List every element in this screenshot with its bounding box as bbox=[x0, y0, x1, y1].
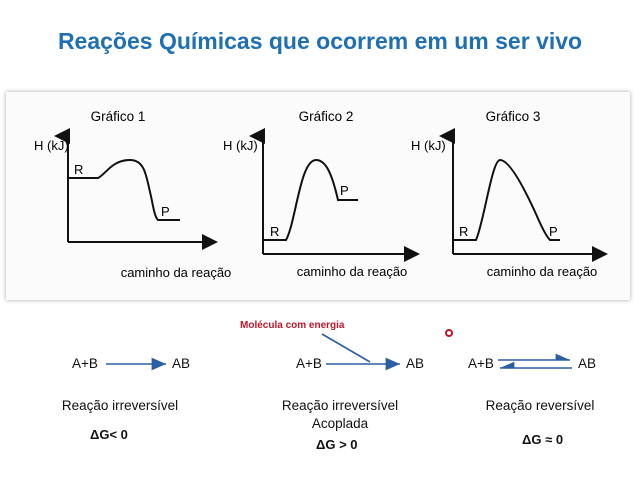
reaction-1-label: Reação irreversível bbox=[61, 398, 179, 413]
reaction-1-reactants: A+B bbox=[72, 356, 98, 371]
reaction-3-label: Reação reversível bbox=[485, 398, 595, 413]
reaction-1-delta-g: ΔG< 0 bbox=[90, 427, 128, 442]
reaction-2-label: Reação irreversível bbox=[281, 398, 399, 413]
graph-1-title: Gráfico 1 bbox=[91, 109, 146, 124]
graph-2-reactant: R bbox=[270, 224, 279, 239]
energy-input-arrow bbox=[321, 333, 371, 363]
graph-3-xlabel: caminho da reação bbox=[487, 264, 598, 279]
graph-1-reactant: R bbox=[74, 162, 83, 177]
reaction-2-sublabel: Acoplada bbox=[311, 416, 369, 431]
graph-1-product: P bbox=[161, 204, 170, 219]
graph-2-title: Gráfico 2 bbox=[299, 109, 354, 124]
energy-graphs-svg: Gráfico 1 H (kJ) R P caminho da reação G… bbox=[34, 109, 608, 280]
graph-3-title: Gráfico 3 bbox=[486, 109, 541, 124]
pointer-dot bbox=[445, 329, 453, 337]
energy-graphs-panel: Gráfico 1 H (kJ) R P caminho da reação G… bbox=[6, 92, 630, 300]
graph-3: Gráfico 3 H (kJ) R P caminho da reação bbox=[411, 109, 608, 279]
graph-1-xlabel: caminho da reação bbox=[121, 265, 232, 280]
reaction-2-product: AB bbox=[406, 356, 425, 371]
graph-2-xlabel: caminho da reação bbox=[297, 264, 408, 279]
graph-2: Gráfico 2 H (kJ) R P caminho da reação bbox=[223, 109, 420, 279]
graph-3-reactant: R bbox=[459, 224, 468, 239]
graph-2-product: P bbox=[340, 183, 349, 198]
slide-title: Reações Químicas que ocorrem em um ser v… bbox=[57, 28, 583, 54]
graph-2-curve bbox=[263, 158, 358, 241]
graph-3-product: P bbox=[549, 224, 558, 239]
graph-3-ylabel: H (kJ) bbox=[411, 138, 446, 153]
graph-3-curve bbox=[453, 158, 560, 241]
reaction-3-delta-g: ΔG ≈ 0 bbox=[522, 432, 564, 447]
reaction-3-product: AB bbox=[578, 356, 597, 371]
graph-1-curve bbox=[68, 158, 180, 221]
reaction-2-delta-g: ΔG > 0 bbox=[316, 437, 358, 452]
graph-1: Gráfico 1 H (kJ) R P caminho da reação bbox=[34, 109, 231, 280]
reaction-3-reactants: A+B bbox=[468, 356, 494, 371]
reaction-1-product: AB bbox=[172, 356, 191, 371]
reaction-2-reactants: A+B bbox=[296, 356, 322, 371]
energy-molecule-label: Molécula com energia bbox=[240, 320, 345, 331]
